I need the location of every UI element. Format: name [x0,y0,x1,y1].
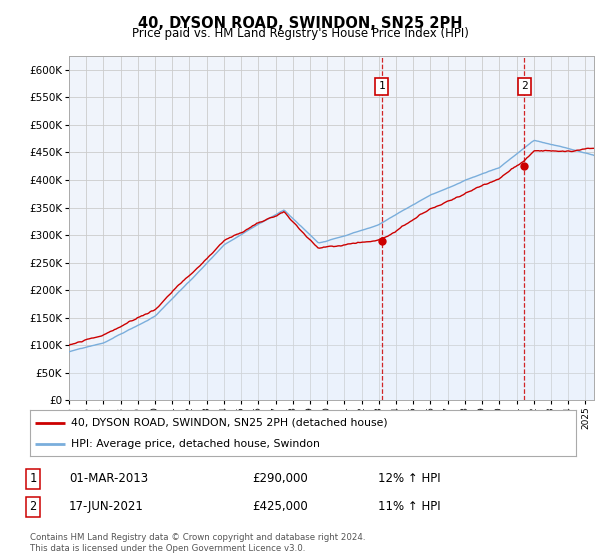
Text: £425,000: £425,000 [252,500,308,514]
Text: 2: 2 [29,500,37,514]
Text: 17-JUN-2021: 17-JUN-2021 [69,500,144,514]
Text: 1: 1 [29,472,37,486]
Text: 01-MAR-2013: 01-MAR-2013 [69,472,148,486]
Text: 12% ↑ HPI: 12% ↑ HPI [378,472,440,486]
Text: 40, DYSON ROAD, SWINDON, SN25 2PH (detached house): 40, DYSON ROAD, SWINDON, SN25 2PH (detac… [71,418,388,428]
Text: £290,000: £290,000 [252,472,308,486]
Text: Price paid vs. HM Land Registry's House Price Index (HPI): Price paid vs. HM Land Registry's House … [131,27,469,40]
Text: 1: 1 [379,81,385,91]
Text: HPI: Average price, detached house, Swindon: HPI: Average price, detached house, Swin… [71,439,320,449]
Text: 2: 2 [521,81,528,91]
Text: Contains HM Land Registry data © Crown copyright and database right 2024.
This d: Contains HM Land Registry data © Crown c… [30,533,365,553]
Text: 40, DYSON ROAD, SWINDON, SN25 2PH: 40, DYSON ROAD, SWINDON, SN25 2PH [138,16,462,31]
Text: 11% ↑ HPI: 11% ↑ HPI [378,500,440,514]
